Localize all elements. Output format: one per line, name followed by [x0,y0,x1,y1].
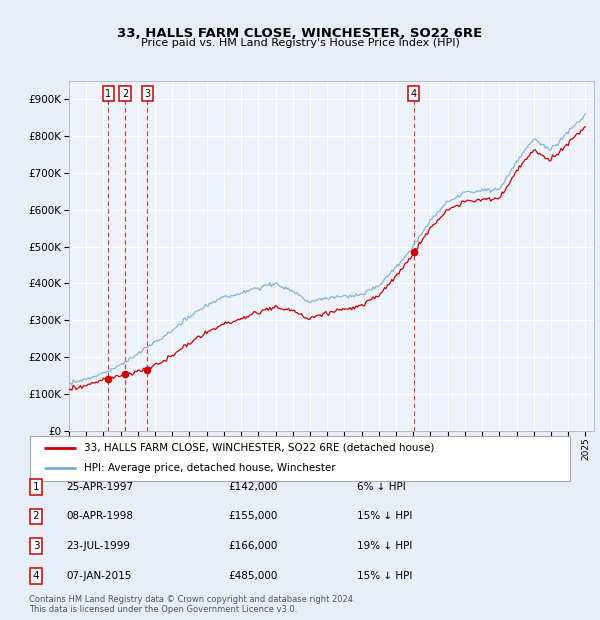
Text: 2: 2 [122,89,128,99]
Text: 25-APR-1997: 25-APR-1997 [66,482,133,492]
Text: 19% ↓ HPI: 19% ↓ HPI [357,541,412,551]
Text: 3: 3 [32,541,40,551]
Text: 07-JAN-2015: 07-JAN-2015 [66,571,131,581]
Text: 33, HALLS FARM CLOSE, WINCHESTER, SO22 6RE (detached house): 33, HALLS FARM CLOSE, WINCHESTER, SO22 6… [84,443,434,453]
Text: Contains HM Land Registry data © Crown copyright and database right 2024.: Contains HM Land Registry data © Crown c… [29,595,355,604]
Text: Price paid vs. HM Land Registry's House Price Index (HPI): Price paid vs. HM Land Registry's House … [140,38,460,48]
Text: 23-JUL-1999: 23-JUL-1999 [66,541,130,551]
Text: 6% ↓ HPI: 6% ↓ HPI [357,482,406,492]
Text: 15% ↓ HPI: 15% ↓ HPI [357,571,412,581]
Text: HPI: Average price, detached house, Winchester: HPI: Average price, detached house, Winc… [84,463,335,474]
Text: £485,000: £485,000 [228,571,277,581]
Text: 15% ↓ HPI: 15% ↓ HPI [357,512,412,521]
Text: 2: 2 [32,512,40,521]
Text: This data is licensed under the Open Government Licence v3.0.: This data is licensed under the Open Gov… [29,604,297,614]
Text: 4: 4 [410,89,416,99]
Text: 3: 3 [145,89,151,99]
Text: 4: 4 [32,571,40,581]
Text: 1: 1 [106,89,112,99]
Text: £155,000: £155,000 [228,512,277,521]
Text: 1: 1 [32,482,40,492]
Text: 33, HALLS FARM CLOSE, WINCHESTER, SO22 6RE: 33, HALLS FARM CLOSE, WINCHESTER, SO22 6… [118,27,482,40]
Text: £142,000: £142,000 [228,482,277,492]
Text: £166,000: £166,000 [228,541,277,551]
Text: 08-APR-1998: 08-APR-1998 [66,512,133,521]
